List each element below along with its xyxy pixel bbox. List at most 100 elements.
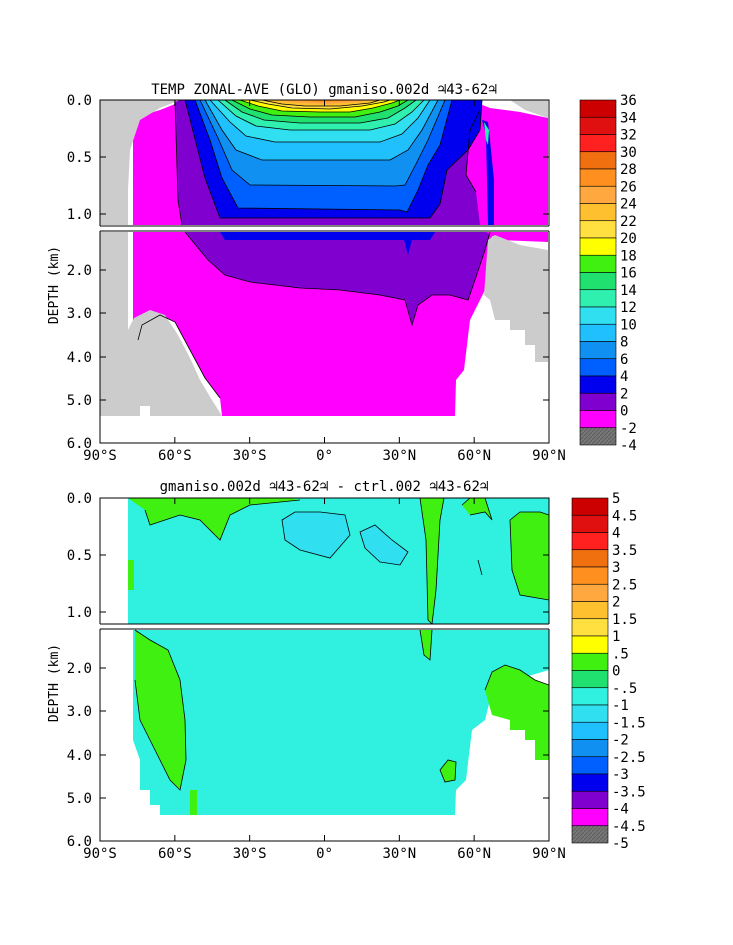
colorbar-label: -3.5 [612,784,646,800]
y-tick-label: 4.0 [67,350,92,366]
colorbar-box [579,427,617,446]
region-neg05-0 [128,498,549,624]
colorbar-label: .5 [612,646,629,662]
x-tick-label: 90°N [532,448,566,464]
colorbar-label: 4 [612,526,620,542]
colorbar-label: -1.5 [612,715,646,731]
colorbar-box [579,203,617,222]
x-tick-label: 30°N [382,846,416,862]
contour-lines-lower [137,231,491,399]
colorbar-label: -4.5 [612,819,646,835]
region-4-6-dip [402,232,414,255]
colorbar-box [579,375,617,394]
colorbar-label: 3 [612,560,620,576]
region-0-05-antarctic [135,630,186,790]
y-tick-label: 1.0 [67,605,92,621]
y-tick-label: 5.0 [67,393,92,409]
lower-section [100,231,549,443]
x-tick-label: 60°N [457,448,491,464]
colorbar-box [571,618,609,637]
colorbar-box [571,497,609,516]
colorbar-box [579,237,617,256]
colorbar-box [571,704,609,723]
colorbar-box [571,756,609,775]
region-arctic-cyan [484,122,489,145]
y-tick-label: 5.0 [67,791,92,807]
panel-2: gmaniso.002d ♃43-62♃ - ctrl.002 ♃43-62♃ [47,479,646,862]
colorbar: 54.543.532.521.51.50-.5-1-1.5-2-2.5-3-3.… [571,491,646,852]
colorbar-label: 8 [620,335,628,351]
region-arctic-blue [482,120,494,225]
colorbar-box [571,583,609,602]
x-tick-label: 30°S [233,846,267,862]
region-0-05-c [510,512,549,600]
ticks: 90°S 60°S 30°S 0° 30°N 60°N 90°N 0.0 0.5 1.0 2.0 3.… [67,93,566,464]
y-tick-label: 0.5 [67,150,92,166]
colorbar-box [579,272,617,291]
colorbar-box [571,635,609,654]
x-tick-label: 0° [316,846,333,862]
y-tick-label: 6.0 [67,436,92,452]
colorbar-box [571,514,609,533]
panel-1: TEMP ZONAL-AVE (GLO) gmaniso.002d ♃43-62… [47,82,637,464]
colorbar-box [571,549,609,568]
colorbar-label: 10 [620,317,637,333]
y-tick-label: 2.0 [67,263,92,279]
colorbar-box [579,289,617,308]
colorbar-box [579,220,617,239]
land-south-lower [100,232,222,416]
region-2-4-deep [185,232,490,325]
y-tick-label: 0.0 [67,491,92,507]
colorbar-box [571,670,609,689]
colorbar-label: 18 [620,248,637,264]
chart-title: gmaniso.002d ♃43-62♃ - ctrl.002 ♃43-62♃ [160,479,489,495]
y-tick-label: 2.0 [67,661,92,677]
chart-title: TEMP ZONAL-AVE (GLO) gmaniso.002d ♃43-62… [151,82,497,98]
colorbar-box [579,410,617,429]
colorbar-box [579,392,617,411]
land-south-upper [100,100,180,225]
colorbar-label: 36 [620,93,637,109]
x-tick-label: 30°N [382,448,416,464]
colorbar-label: -1 [612,698,629,714]
colorbar-box [571,566,609,585]
x-tick-label: 0° [316,448,333,464]
colorbar-label: 4 [620,369,628,385]
colorbar-box [571,739,609,758]
land-north-upper [510,100,548,118]
colorbar-label: 26 [620,179,637,195]
colorbar-box [579,151,617,170]
colorbar-box [579,134,617,153]
colorbar-label: 34 [620,110,637,126]
y-tick-label: 3.0 [67,704,92,720]
y-tick-label: 1.0 [67,207,92,223]
colorbar-label: 20 [620,231,637,247]
colorbar-label: -.5 [612,681,637,697]
colorbar-label: 16 [620,266,637,282]
plot-area [100,498,549,841]
colorbar-box [571,790,609,809]
y-tick-label: 6.0 [67,834,92,850]
colorbar-box [571,721,609,740]
x-tick-label: 60°S [158,846,192,862]
region-neg1-neg05-b [360,525,408,565]
colorbar-label: 1 [612,629,620,645]
region-neg1-neg05-a [282,512,350,558]
region-0-05-d [128,560,134,590]
colorbar-box [571,652,609,671]
colorbar-box [579,254,617,273]
region-0-05-a [128,498,300,540]
colorbar-label: 2 [612,595,620,611]
contour-lines-upper [174,100,483,226]
colorbar-label: 0 [612,664,620,680]
land-north-lower [484,235,548,362]
colorbar-label: -4 [620,438,637,454]
y-tick-label: 3.0 [67,306,92,322]
x-tick-label: 90°S [83,448,117,464]
colorbar-label: 1.5 [612,612,637,628]
y-tick-label: 0.0 [67,93,92,109]
upper-section [128,498,549,625]
colorbar-box [579,168,617,187]
